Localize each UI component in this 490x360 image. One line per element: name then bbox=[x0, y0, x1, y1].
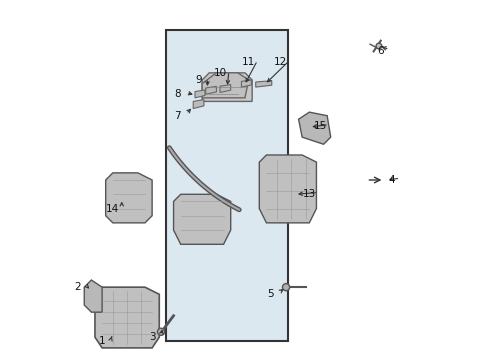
Polygon shape bbox=[193, 100, 204, 109]
Text: 7: 7 bbox=[174, 111, 180, 121]
Polygon shape bbox=[106, 173, 152, 223]
Polygon shape bbox=[195, 90, 205, 98]
Text: 12: 12 bbox=[274, 57, 287, 67]
Text: 5: 5 bbox=[267, 289, 273, 299]
Text: 13: 13 bbox=[303, 189, 316, 199]
Polygon shape bbox=[242, 80, 251, 87]
Polygon shape bbox=[256, 81, 272, 87]
Text: 15: 15 bbox=[314, 121, 327, 131]
Text: 11: 11 bbox=[242, 57, 255, 67]
Text: 4: 4 bbox=[388, 175, 395, 185]
Circle shape bbox=[157, 328, 165, 336]
FancyBboxPatch shape bbox=[167, 30, 288, 341]
Polygon shape bbox=[298, 112, 331, 144]
Circle shape bbox=[376, 43, 382, 49]
Polygon shape bbox=[173, 194, 231, 244]
Polygon shape bbox=[202, 73, 252, 102]
Polygon shape bbox=[206, 86, 217, 94]
Text: 2: 2 bbox=[74, 282, 80, 292]
Polygon shape bbox=[202, 73, 248, 98]
Text: 10: 10 bbox=[214, 68, 226, 78]
Text: 3: 3 bbox=[149, 332, 155, 342]
Text: 14: 14 bbox=[106, 203, 120, 213]
Polygon shape bbox=[84, 280, 102, 312]
Text: 1: 1 bbox=[99, 336, 105, 346]
Polygon shape bbox=[95, 287, 159, 348]
Text: 9: 9 bbox=[195, 75, 202, 85]
Circle shape bbox=[283, 284, 290, 291]
Text: 6: 6 bbox=[377, 46, 384, 57]
Polygon shape bbox=[259, 155, 317, 223]
Text: 8: 8 bbox=[174, 89, 180, 99]
Polygon shape bbox=[220, 85, 231, 93]
